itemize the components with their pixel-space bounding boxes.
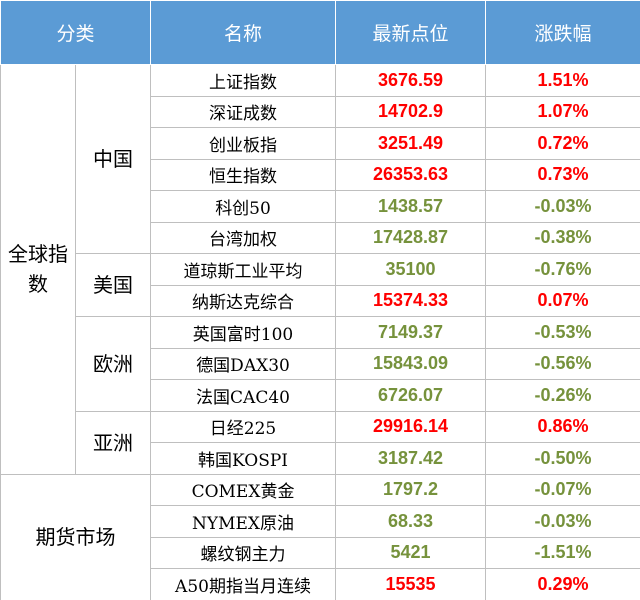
name-cell: 台湾加权 — [150, 221, 337, 254]
table-row: 恒生指数 26353.63 0.73% — [1, 158, 640, 191]
group-label: 期货市场 — [0, 473, 152, 600]
change-cell: -0.03% — [485, 505, 640, 538]
change-cell: -0.50% — [485, 442, 640, 475]
value-cell: 29916.14 — [335, 410, 487, 443]
name-cell: 科创50 — [150, 190, 337, 223]
subgroup-label: 亚洲 — [74, 410, 152, 475]
table-row: 美国 道琼斯工业平均 35100 -0.76% — [1, 253, 640, 317]
table-row: 台湾加权 17428.87 -0.38% — [1, 221, 640, 254]
value-cell: 15535 — [335, 568, 487, 600]
name-cell: 德国DAX30 — [150, 347, 337, 380]
value-cell: 35100 — [335, 253, 487, 286]
table-body: 全球指数 中国 上证指数 3676.59 1.51% 深证成数 14702.9 1.07% 创业… — [0, 64, 640, 600]
table-row: 螺纹钢主力 5421 -1.51% — [1, 536, 640, 569]
name-cell: 英国富时100 — [150, 316, 337, 349]
header-cell: 涨跌幅 — [485, 0, 640, 65]
value-cell: 3676.59 — [335, 64, 487, 97]
change-cell: 1.51% — [485, 64, 640, 97]
name-cell: 恒生指数 — [150, 158, 337, 191]
table-row: 亚洲 日经225 29916.14 0.86% — [1, 410, 640, 475]
table-row: 欧洲 英国富时100 7149.37 -0.53% — [1, 316, 640, 412]
value-cell: 5421 — [335, 536, 487, 569]
change-cell: 0.29% — [485, 568, 640, 600]
change-cell: 0.07% — [485, 284, 640, 317]
table-row: 科创50 1438.57 -0.03% — [1, 190, 640, 223]
group-label: 全球指数 — [0, 64, 76, 475]
value-cell: 17428.87 — [335, 221, 487, 254]
name-cell: A50期指当月连续 — [150, 568, 337, 600]
change-cell: -0.76% — [485, 253, 640, 286]
table-row: 纳斯达克综合 15374.33 0.07% — [1, 284, 640, 317]
header-cell: 名称 — [150, 0, 337, 65]
table-row: 法国CAC40 6726.07 -0.26% — [1, 379, 640, 412]
change-cell: -0.38% — [485, 221, 640, 254]
subgroup-label: 欧洲 — [74, 316, 152, 412]
name-cell: 道琼斯工业平均 — [150, 253, 337, 286]
name-cell: 纳斯达克综合 — [150, 284, 337, 317]
header-cell: 最新点位 — [335, 0, 487, 65]
table-row: 全球指数 中国 上证指数 3676.59 1.51% — [0, 64, 640, 475]
change-cell: -0.56% — [485, 347, 640, 380]
value-cell: 1438.57 — [335, 190, 487, 223]
table-row: 期货市场 COMEX黄金 1797.2 -0.07% — [0, 473, 640, 600]
value-cell: 1797.2 — [335, 473, 487, 506]
name-cell: 深证成数 — [150, 95, 337, 128]
subgroup-label: 美国 — [74, 253, 152, 317]
change-cell: 1.07% — [485, 95, 640, 128]
header-row: 分类 名称 最新点位 涨跌幅 — [0, 0, 640, 65]
change-cell: 0.72% — [485, 127, 640, 160]
header-cell: 分类 — [0, 0, 152, 65]
change-cell: -0.07% — [485, 473, 640, 506]
name-cell: 韩国KOSPI — [150, 442, 337, 475]
name-cell: 创业板指 — [150, 127, 337, 160]
value-cell: 68.33 — [335, 505, 487, 538]
value-cell: 3187.42 — [335, 442, 487, 475]
table-row: NYMEX原油 68.33 -0.03% — [1, 505, 640, 538]
change-cell: 0.73% — [485, 158, 640, 191]
change-cell: -0.26% — [485, 379, 640, 412]
name-cell: 螺纹钢主力 — [150, 536, 337, 569]
name-cell: 上证指数 — [150, 64, 337, 97]
name-cell: COMEX黄金 — [150, 473, 337, 506]
change-cell: -0.53% — [485, 316, 640, 349]
change-cell: -1.51% — [485, 536, 640, 569]
value-cell: 26353.63 — [335, 158, 487, 191]
value-cell: 7149.37 — [335, 316, 487, 349]
name-cell: 法国CAC40 — [150, 379, 337, 412]
table-row: 韩国KOSPI 3187.42 -0.50% — [1, 442, 640, 475]
value-cell: 14702.9 — [335, 95, 487, 128]
value-cell: 15843.09 — [335, 347, 487, 380]
table-row: 德国DAX30 15843.09 -0.56% — [1, 347, 640, 380]
value-cell: 6726.07 — [335, 379, 487, 412]
change-cell: 0.86% — [485, 410, 640, 443]
value-cell: 15374.33 — [335, 284, 487, 317]
name-cell: NYMEX原油 — [150, 505, 337, 538]
name-cell: 日经225 — [150, 410, 337, 443]
change-cell: -0.03% — [485, 190, 640, 223]
table-row: 创业板指 3251.49 0.72% — [1, 127, 640, 160]
subgroup-label: 中国 — [74, 64, 152, 254]
value-cell: 3251.49 — [335, 127, 487, 160]
